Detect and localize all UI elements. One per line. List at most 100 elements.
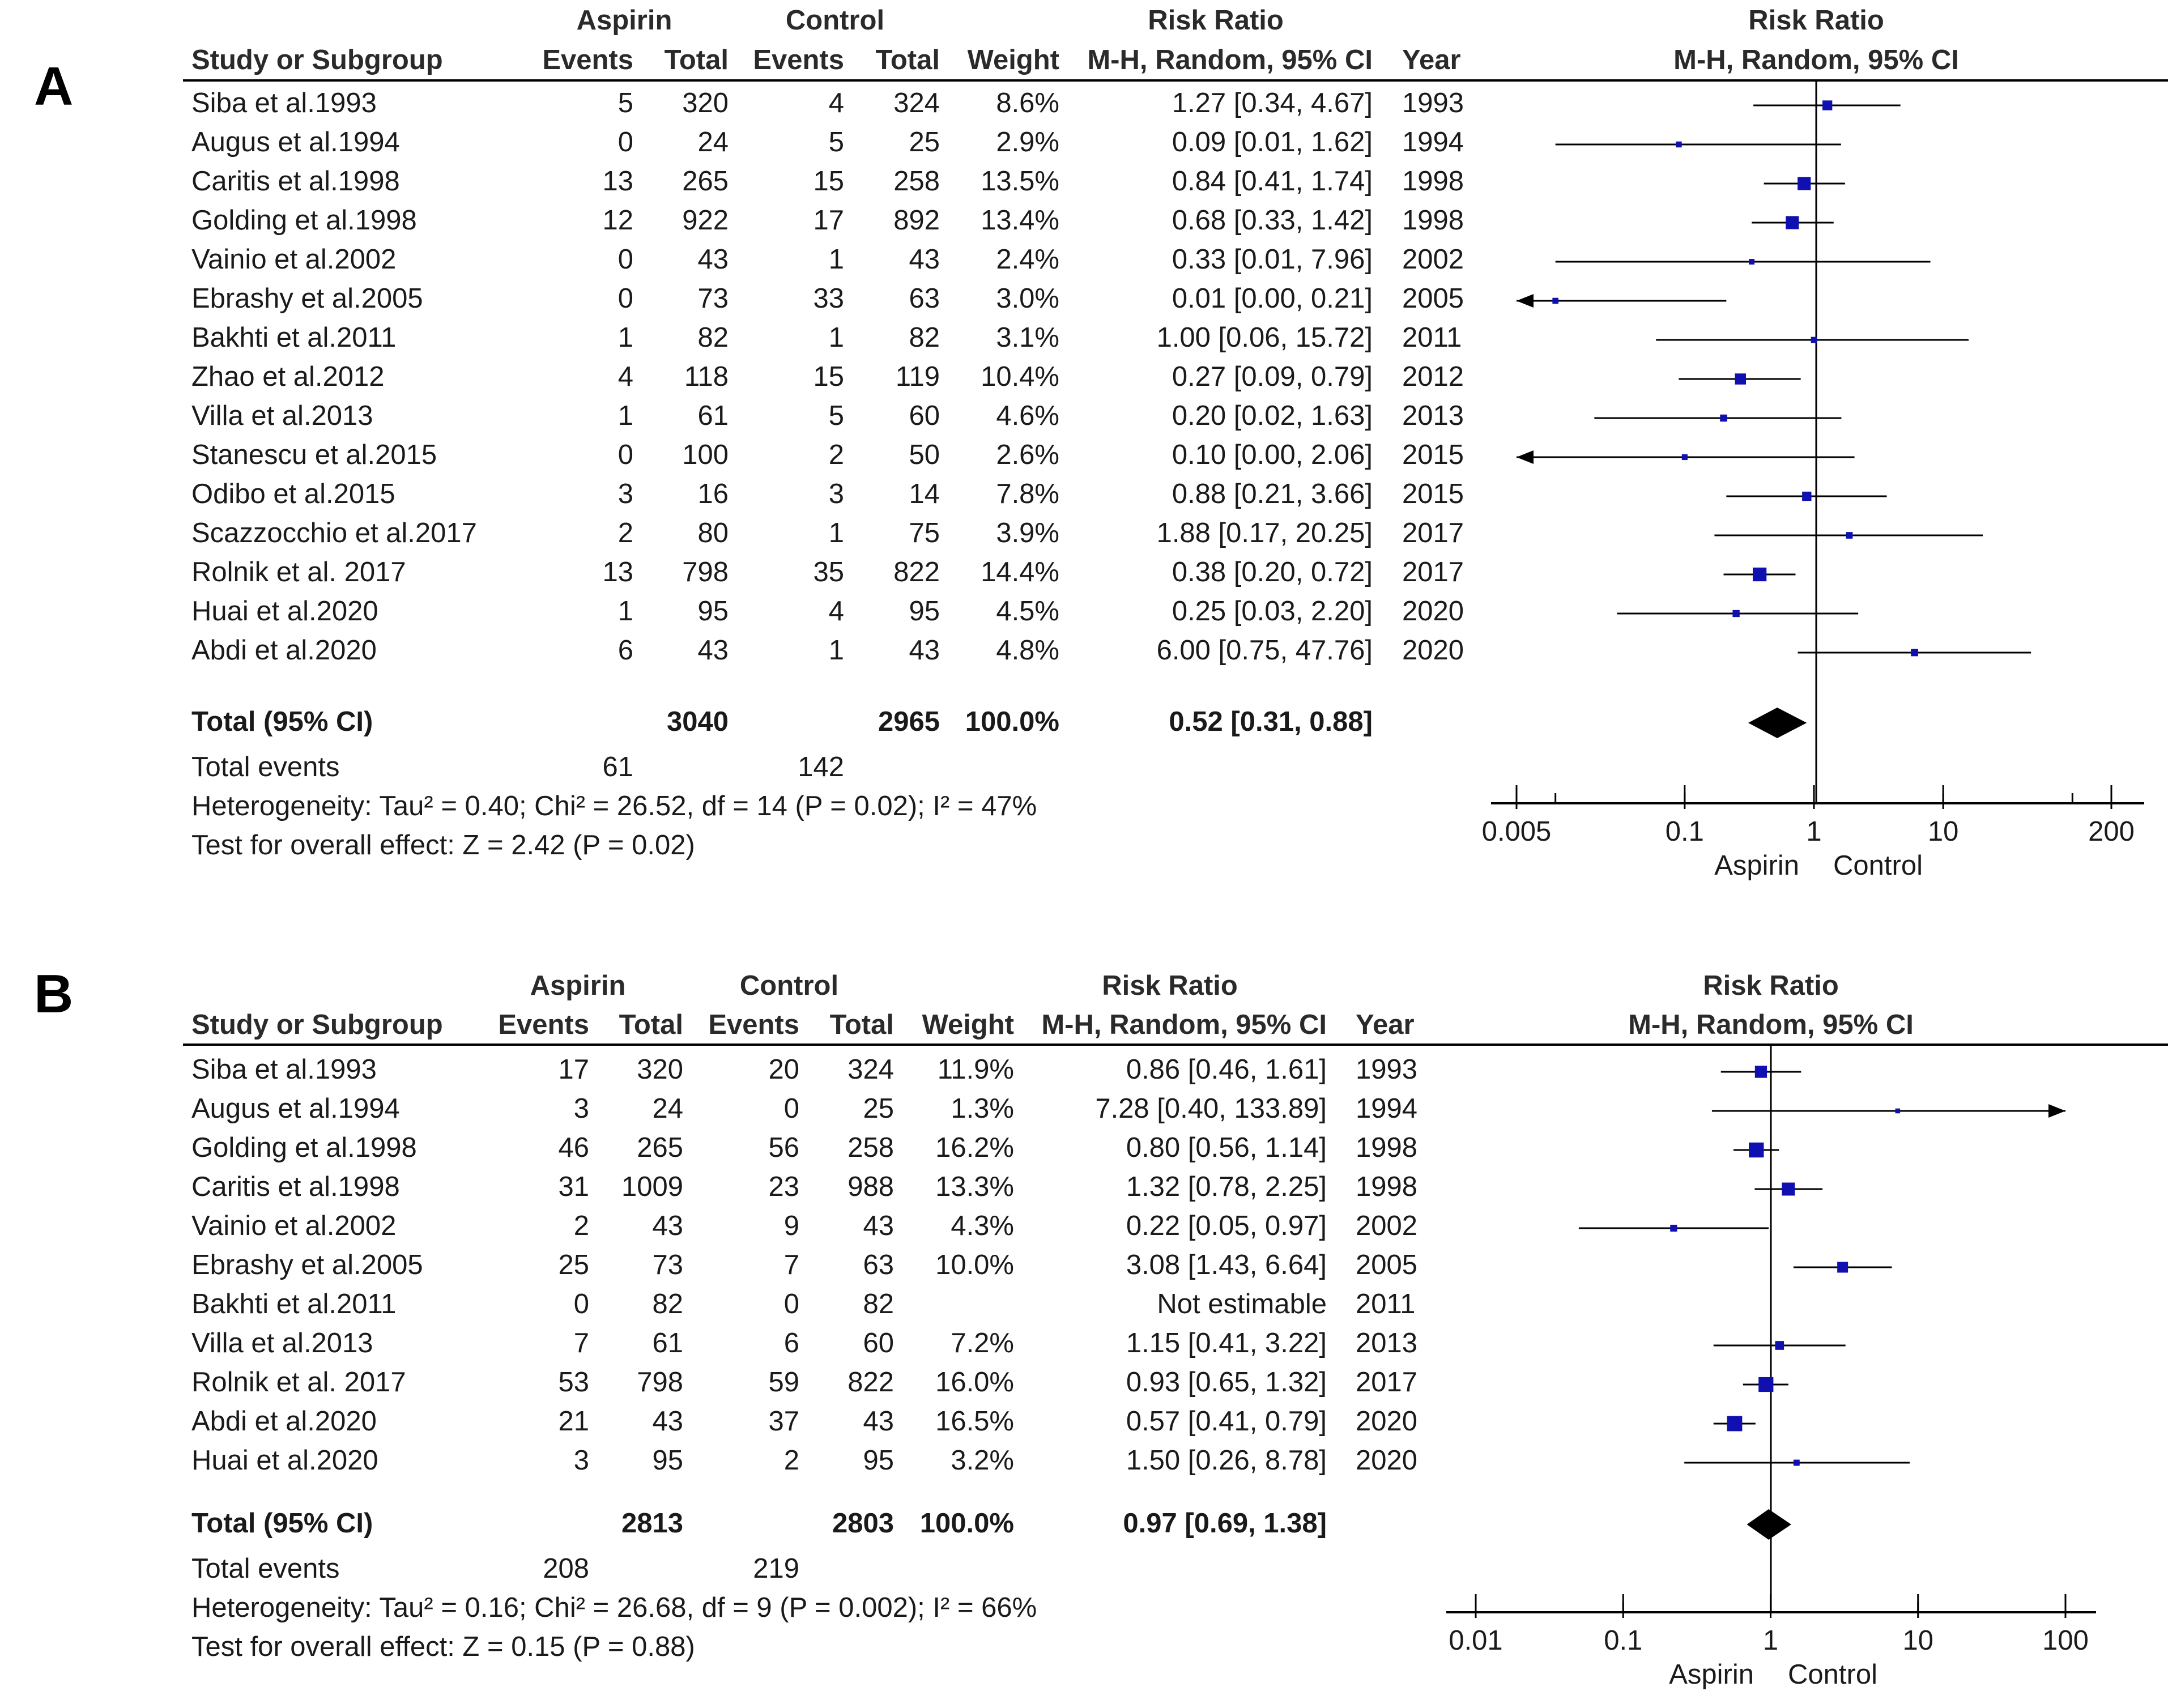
control-events: 5	[829, 401, 844, 431]
study-year: 2015	[1402, 440, 1464, 470]
study-name: Vainio et al.2002	[191, 244, 396, 275]
control-total: 892	[893, 205, 940, 236]
study-name: Golding et al.1998	[191, 205, 417, 236]
column-header: Total	[619, 1010, 683, 1040]
total-weight: 100.0%	[965, 706, 1059, 737]
total-label: Total (95% CI)	[191, 1508, 373, 1539]
study-year: 2013	[1402, 401, 1464, 431]
axis-tick-label: 0.005	[1482, 816, 1552, 847]
aspirin-events: 13	[602, 166, 633, 197]
axis-tick-label: 0.1	[1604, 1625, 1642, 1656]
study-weight: 16.0%	[935, 1367, 1014, 1398]
aspirin-events: 0	[618, 440, 633, 470]
control-events: 56	[768, 1132, 799, 1163]
study-weight: 3.1%	[996, 322, 1059, 353]
point-estimate-marker	[1749, 259, 1755, 265]
study-weight: 16.5%	[935, 1406, 1014, 1437]
risk-ratio-ci: Not estimable	[1157, 1289, 1327, 1319]
control-total: 988	[847, 1172, 894, 1202]
control-total: 119	[896, 361, 940, 392]
study-weight: 10.0%	[935, 1250, 1014, 1280]
point-estimate-marker	[1895, 1108, 1901, 1114]
aspirin-events: 6	[618, 635, 633, 666]
control-total: 822	[893, 557, 940, 587]
aspirin-total: 265	[637, 1132, 683, 1163]
study-weight: 13.5%	[981, 166, 1059, 197]
pooled-diamond	[1748, 708, 1807, 738]
risk-ratio-header: Risk Ratio	[1148, 5, 1284, 36]
study-year: 2017	[1356, 1367, 1417, 1398]
study-year: 1994	[1356, 1093, 1417, 1124]
control-events: 1	[829, 244, 844, 275]
study-name: Siba et al.1993	[191, 1054, 377, 1085]
aspirin-total: 82	[697, 322, 729, 353]
aspirin-total: 24	[652, 1093, 683, 1124]
control-total: 82	[863, 1289, 894, 1319]
study-year: 2005	[1402, 283, 1464, 314]
control-events: 6	[784, 1328, 799, 1358]
aspirin-events: 21	[558, 1406, 589, 1437]
risk-ratio-ci: 0.68 [0.33, 1.42]	[1172, 205, 1373, 236]
favours-control-label: Control	[1833, 850, 1923, 881]
study-name: Huai et al.2020	[191, 1445, 378, 1476]
heterogeneity-text: Heterogeneity: Tau² = 0.40; Chi² = 26.52…	[191, 791, 1037, 821]
column-header: Weight	[968, 45, 1059, 75]
overall-effect-text: Test for overall effect: Z = 2.42 (P = 0…	[191, 830, 695, 861]
control-events: 0	[784, 1289, 799, 1319]
plot-header: Risk Ratio	[1748, 5, 1884, 36]
aspirin-events: 0	[618, 127, 633, 157]
column-header: Study or Subgroup	[191, 45, 443, 75]
aspirin-total: 1009	[621, 1172, 683, 1202]
risk-ratio-ci: 0.80 [0.56, 1.14]	[1126, 1132, 1327, 1163]
risk-ratio-ci: 1.15 [0.41, 3.22]	[1126, 1328, 1327, 1358]
total-ci: 0.52 [0.31, 0.88]	[1169, 706, 1373, 737]
heterogeneity-text: Heterogeneity: Tau² = 0.16; Chi² = 26.68…	[191, 1592, 1037, 1623]
pooled-diamond	[1747, 1509, 1791, 1540]
control-events: 15	[813, 361, 844, 392]
aspirin-events: 0	[618, 283, 633, 314]
point-estimate-marker	[1676, 141, 1682, 148]
control-events: 9	[784, 1211, 799, 1241]
aspirin-events: 2	[574, 1211, 589, 1241]
risk-ratio-ci: 0.09 [0.01, 1.62]	[1172, 127, 1373, 157]
total-control: 2965	[878, 706, 940, 737]
aspirin-events: 13	[602, 557, 633, 587]
study-weight: 3.0%	[996, 283, 1059, 314]
study-name: Rolnik et al. 2017	[191, 1367, 406, 1398]
axis-tick-label: 10	[1928, 816, 1959, 847]
control-total: 43	[863, 1211, 894, 1241]
axis-tick-label: 100	[2042, 1625, 2089, 1656]
column-header: M-H, Random, 95% CI	[1087, 45, 1373, 75]
study-year: 2017	[1402, 518, 1464, 548]
point-estimate-marker	[1681, 454, 1688, 461]
point-estimate-marker	[1837, 1262, 1848, 1273]
risk-ratio-ci: 0.22 [0.05, 0.97]	[1126, 1211, 1327, 1241]
control-events: 59	[768, 1367, 799, 1398]
axis-tick-label: 200	[2088, 816, 2135, 847]
study-name: Villa et al.2013	[191, 1328, 373, 1358]
study-weight: 4.3%	[951, 1211, 1014, 1241]
study-year: 2017	[1402, 557, 1464, 587]
column-header: Year	[1356, 1010, 1415, 1040]
aspirin-events: 1	[618, 401, 633, 431]
study-year: 2020	[1402, 596, 1464, 627]
point-estimate-marker	[1735, 373, 1747, 385]
aspirin-events: 3	[574, 1445, 589, 1476]
control-total: 822	[847, 1367, 894, 1398]
risk-ratio-ci: 0.33 [0.01, 7.96]	[1172, 244, 1373, 275]
aspirin-total: 95	[652, 1445, 683, 1476]
study-name: Vainio et al.2002	[191, 1211, 396, 1241]
aspirin-events: 53	[558, 1367, 589, 1398]
total-events-aspirin: 208	[543, 1553, 589, 1584]
aspirin-events: 31	[558, 1172, 589, 1202]
point-estimate-marker	[1911, 649, 1918, 657]
aspirin-total: 73	[652, 1250, 683, 1280]
aspirin-events: 7	[574, 1328, 589, 1358]
study-year: 1998	[1402, 166, 1464, 197]
aspirin-events: 2	[618, 518, 633, 548]
aspirin-total: 798	[637, 1367, 683, 1398]
aspirin-total: 73	[697, 283, 729, 314]
study-weight: 13.3%	[935, 1172, 1014, 1202]
aspirin-events: 25	[558, 1250, 589, 1280]
risk-ratio-ci: 0.84 [0.41, 1.74]	[1172, 166, 1373, 197]
